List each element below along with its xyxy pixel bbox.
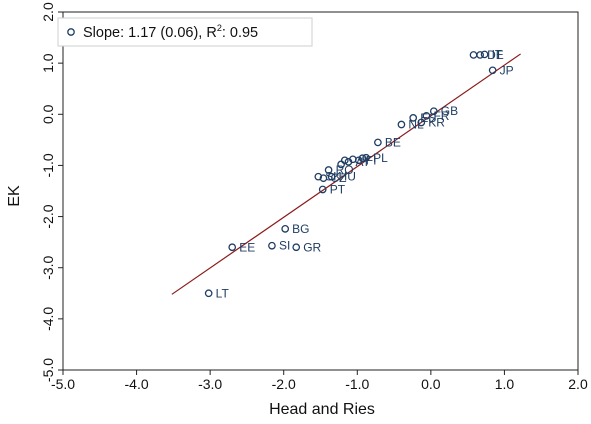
legend-marker <box>67 28 75 36</box>
data-point <box>476 51 484 59</box>
plot-frame <box>62 11 579 371</box>
legend-box <box>57 17 313 47</box>
data-point <box>429 107 438 116</box>
point-label: LT <box>216 286 230 300</box>
fit-line-layer <box>171 53 521 295</box>
legend-label: Slope: 1.17 (0.06), R2: 0.95 <box>83 23 258 41</box>
point-label: SI <box>279 239 290 253</box>
point-label: FR <box>433 109 449 123</box>
legend: Slope: 1.17 (0.06), R2: 0.95 <box>57 17 313 47</box>
data-point <box>354 156 363 165</box>
axes: -5.0 -4.0 -3.0 -2.0 -1.0 0.0 1.0 2.0 -5.0 -4.0 -3.… <box>40 2 588 392</box>
legend-label-suffix: : 0.95 <box>222 25 258 41</box>
data-point <box>358 154 367 163</box>
point-label: JP <box>500 63 514 77</box>
legend-label-superscript: 2 <box>217 23 222 33</box>
data-point <box>268 241 276 250</box>
point-label: RO <box>336 163 354 177</box>
x-tick-label: -3.0 <box>198 376 222 392</box>
y-tick-label: 1.0 <box>40 53 56 73</box>
point-label: DE <box>487 48 504 62</box>
y-tick-label: -3.0 <box>40 255 56 279</box>
y-tick-label: -5.0 <box>40 358 56 382</box>
point-label: PT <box>330 182 346 196</box>
data-point <box>228 243 237 252</box>
legend-label-prefix: Slope: 1.17 (0.06), R <box>83 25 217 41</box>
point-label: KR <box>428 115 445 129</box>
x-tick-label: -4.0 <box>125 376 149 392</box>
point-label: PL <box>373 151 388 165</box>
fit-line <box>171 53 521 295</box>
x-tick-label: -2.0 <box>272 376 296 392</box>
data-point <box>397 120 406 129</box>
x-tick-label: 0.0 <box>421 376 441 392</box>
data-point <box>281 224 290 233</box>
point-label: HU <box>339 170 356 184</box>
point-label: IT <box>492 47 503 61</box>
x-tick-label: -5.0 <box>51 376 75 392</box>
point-label: BG <box>292 222 309 236</box>
point-label: GB <box>441 104 458 118</box>
data-point <box>340 156 349 165</box>
point-label: EE <box>239 240 255 254</box>
x-tick-label: -1.0 <box>345 376 369 392</box>
y-tick-label: 2.0 <box>40 2 56 22</box>
data-point <box>327 172 336 181</box>
point-label: FI <box>366 153 377 167</box>
data-point <box>324 166 333 174</box>
data-point <box>318 185 327 194</box>
data-point <box>362 153 370 162</box>
data-point <box>417 118 426 127</box>
data-point <box>409 114 418 122</box>
data-point <box>422 111 431 120</box>
data-point <box>292 243 301 252</box>
y-tick-label: -4.0 <box>40 307 56 331</box>
data-point <box>204 289 213 298</box>
data-point <box>480 50 489 59</box>
x-tick-label: 1.0 <box>495 376 515 392</box>
point-label: BE <box>385 135 401 149</box>
y-tick-label: 0.0 <box>40 104 56 124</box>
data-point <box>374 138 382 147</box>
y-tick-label: -1.0 <box>40 153 56 177</box>
point-label: GR <box>303 240 321 254</box>
data-point <box>314 172 323 181</box>
y-axis-title: EK <box>6 185 23 207</box>
data-point <box>469 51 478 59</box>
data-point <box>319 174 328 183</box>
x-tick-label: 2.0 <box>568 376 588 392</box>
data-point <box>488 66 497 75</box>
y-tick-label: -2.0 <box>40 204 56 228</box>
x-axis-title: Head and Ries <box>269 401 375 418</box>
